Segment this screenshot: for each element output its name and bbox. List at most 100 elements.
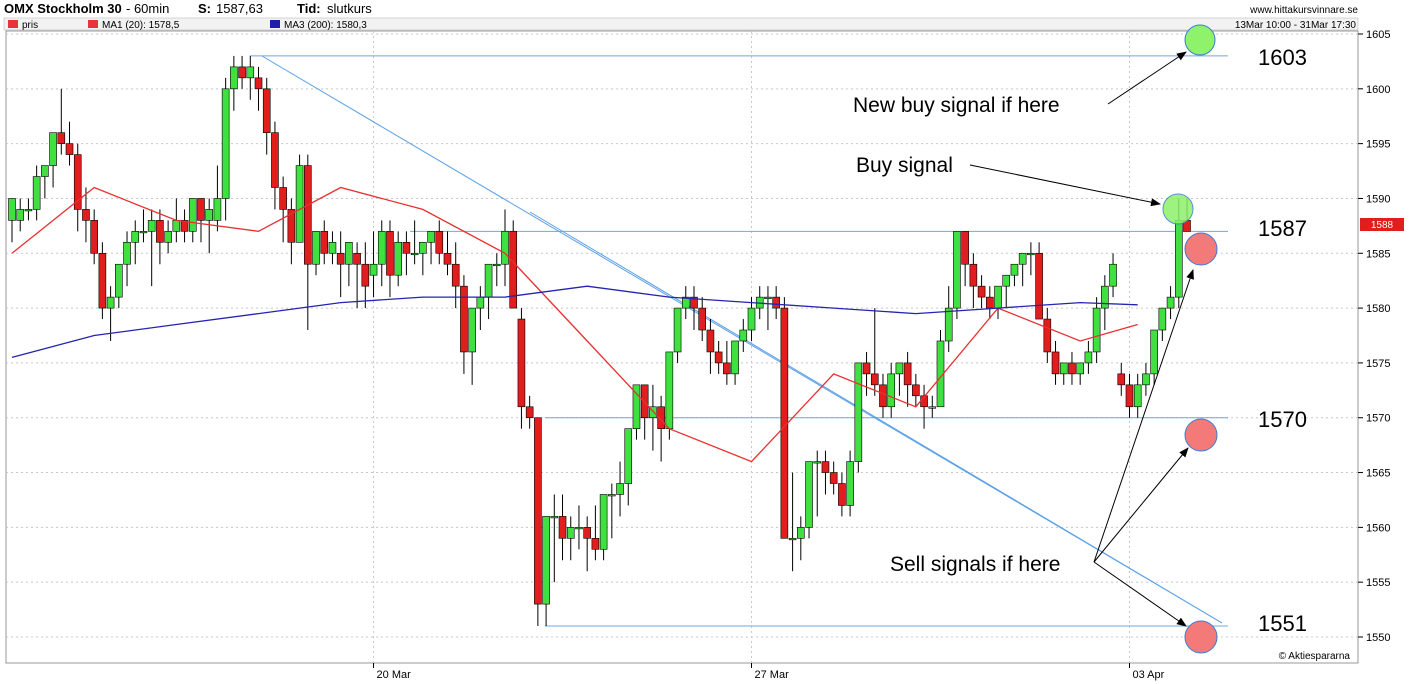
candle-body xyxy=(279,187,287,210)
candle-body xyxy=(706,329,715,353)
candle-body xyxy=(156,220,164,243)
candle-body xyxy=(460,285,468,353)
arrow-sell-1 xyxy=(1093,269,1194,563)
legend-swatch-pris xyxy=(8,20,18,28)
candle-body xyxy=(583,527,591,539)
candle-body xyxy=(821,461,830,473)
new-buy-signal-text: New buy signal if here xyxy=(853,94,1060,117)
candle-body xyxy=(599,494,608,550)
candle-body xyxy=(846,461,854,506)
candle-body xyxy=(377,231,386,265)
candle-body xyxy=(649,406,657,419)
candle-body xyxy=(1076,362,1084,375)
candle-body xyxy=(172,220,181,232)
legend-swatch-ma20 xyxy=(88,20,98,28)
legend-bar: pris MA1 (20): 1578,5 MA3 (200): 1580,3 … xyxy=(3,17,1359,31)
candle-body xyxy=(501,231,509,265)
candle-body xyxy=(24,209,33,212)
candle-body xyxy=(254,77,263,90)
candle-body xyxy=(336,252,345,265)
candle-body xyxy=(451,263,460,287)
candle-body xyxy=(542,516,550,605)
candle-body xyxy=(985,296,994,309)
y-tick-label: 1595 xyxy=(1366,139,1390,151)
candle-body xyxy=(435,231,444,254)
arrow-sell-3 xyxy=(1093,561,1187,627)
sell-signal-text: Sell signals if here xyxy=(890,553,1060,576)
candle-body xyxy=(1018,252,1027,265)
candle-body xyxy=(1109,263,1117,287)
candle-body xyxy=(32,176,41,210)
candle-body xyxy=(345,242,353,265)
candle-body xyxy=(731,340,739,375)
candle-body xyxy=(566,527,575,539)
candle-body xyxy=(304,165,312,265)
buy-target-circle xyxy=(1184,24,1216,56)
candle-body xyxy=(246,66,255,79)
candle-body xyxy=(106,296,115,309)
candle-body xyxy=(1002,274,1011,287)
tid-value: slutkurs xyxy=(327,1,372,16)
sell-circle-2 xyxy=(1184,418,1218,452)
candle-body xyxy=(747,307,756,331)
candle-body xyxy=(1150,329,1158,375)
signal-markers xyxy=(1162,24,1218,654)
candle-body xyxy=(797,527,805,539)
candle-body xyxy=(221,88,230,199)
candle-body xyxy=(1051,351,1060,375)
candle-body xyxy=(312,231,320,265)
candle-body xyxy=(591,538,600,550)
candle-body xyxy=(895,362,904,375)
candle-body xyxy=(90,220,98,254)
candle-body xyxy=(8,198,16,221)
buy-signal-circle xyxy=(1162,193,1194,225)
candle-body xyxy=(386,231,394,276)
candle-body xyxy=(690,296,698,309)
candle-body xyxy=(180,220,189,232)
y-tick-label: 1585 xyxy=(1366,248,1390,260)
ma20-line xyxy=(11,186,1138,463)
candle-body xyxy=(665,351,674,429)
candle-body xyxy=(115,263,123,298)
x-axis: 20 Mar 27 Mar 03 Apr xyxy=(373,663,1165,681)
legend-swatch-ma200 xyxy=(270,20,280,28)
candle-body xyxy=(534,417,542,605)
candle-body xyxy=(1092,307,1101,353)
candle-body xyxy=(673,307,682,353)
candle-body xyxy=(739,329,748,342)
plot-frame xyxy=(5,30,1359,664)
candle-body xyxy=(698,307,707,331)
buy-signal-text: Buy signal xyxy=(856,154,953,177)
candle-body xyxy=(1101,285,1109,309)
candle-body xyxy=(197,198,205,221)
candle-body xyxy=(1142,373,1150,386)
candle-body xyxy=(977,285,986,298)
candle-body xyxy=(608,494,616,497)
ma200-line xyxy=(11,285,1138,359)
candle-body xyxy=(213,198,222,221)
annotation-arrows xyxy=(969,51,1194,627)
candle-body xyxy=(772,296,780,309)
watermark: © Aktiespararna xyxy=(1279,651,1351,662)
candle-body xyxy=(632,384,641,429)
candle-body xyxy=(328,242,337,254)
candle-body xyxy=(139,231,148,234)
candle-body xyxy=(764,296,772,299)
candle-body xyxy=(443,252,452,265)
price-badge: 1588 xyxy=(1360,218,1404,231)
y-tick-label: 1570 xyxy=(1366,413,1390,425)
candle-body xyxy=(1068,362,1076,375)
candle-body xyxy=(361,263,370,287)
moving-averages xyxy=(11,186,1138,463)
candle-body xyxy=(230,66,238,90)
candle-body xyxy=(813,461,822,464)
y-tick-label: 1605 xyxy=(1366,29,1390,41)
candle-body xyxy=(205,209,214,221)
candle-body xyxy=(616,483,624,495)
candle-body xyxy=(525,406,534,419)
level-label-1603: 1603 xyxy=(1258,45,1307,70)
candle-body xyxy=(575,527,583,530)
candlesticks xyxy=(8,55,1191,627)
y-tick-label: 1565 xyxy=(1366,468,1390,480)
